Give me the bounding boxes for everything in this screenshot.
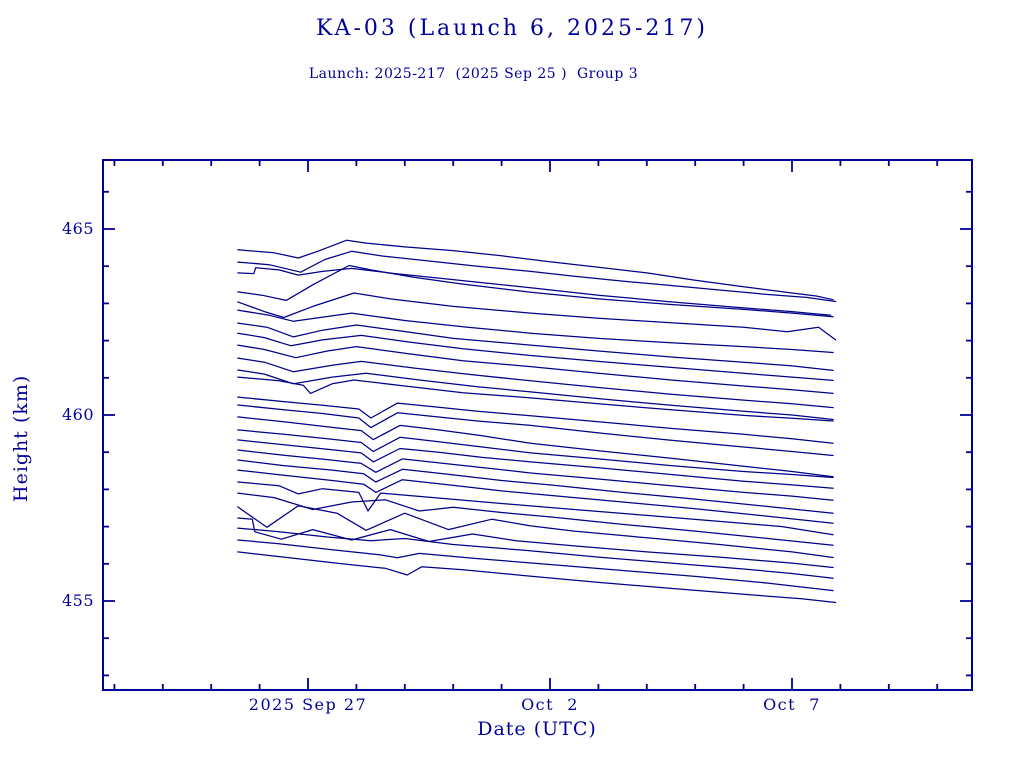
x-axis-label: Date (UTC)	[477, 718, 597, 740]
height-series-line	[237, 309, 834, 354]
height-series-line	[237, 250, 837, 303]
height-series-line	[237, 492, 834, 546]
height-series-line	[237, 322, 834, 372]
x-tick-label: Oct 2	[521, 695, 579, 714]
y-tick-label: 465	[62, 219, 94, 238]
x-tick-label: 2025 Sep 27	[249, 695, 367, 714]
height-series-line	[237, 239, 834, 301]
height-series-line	[237, 517, 834, 569]
height-series-line	[237, 369, 834, 421]
y-tick-label: 455	[62, 591, 94, 610]
chart-title: KA-03 (Launch 6, 2025-217)	[316, 16, 708, 41]
chart-subtitle: Launch: 2025-217 (2025 Sep 25 ) Group 3	[308, 66, 639, 82]
height-series-line	[237, 404, 834, 457]
plot-frame	[102, 159, 973, 691]
x-tick-label: Oct 7	[763, 695, 821, 714]
height-series-line	[237, 449, 834, 501]
height-series-line	[237, 264, 834, 318]
height-series-line	[237, 539, 834, 592]
y-tick-label: 460	[62, 405, 94, 424]
height-series-line	[237, 292, 837, 341]
height-series-line	[237, 396, 834, 444]
height-series-line	[237, 459, 834, 514]
height-series-line	[237, 332, 834, 382]
height-series-line	[237, 416, 834, 478]
height-series-line	[237, 357, 834, 409]
height-series-line	[237, 429, 834, 479]
height-series-line	[237, 469, 834, 524]
height-series-line	[237, 344, 834, 395]
height-series-line	[237, 376, 834, 422]
y-axis-label: Height (km)	[10, 374, 32, 502]
height-series-line	[237, 481, 834, 536]
height-series-line	[237, 439, 834, 489]
height-series-line	[237, 551, 837, 604]
height-series-line	[237, 527, 834, 579]
height-series-line	[237, 505, 834, 559]
